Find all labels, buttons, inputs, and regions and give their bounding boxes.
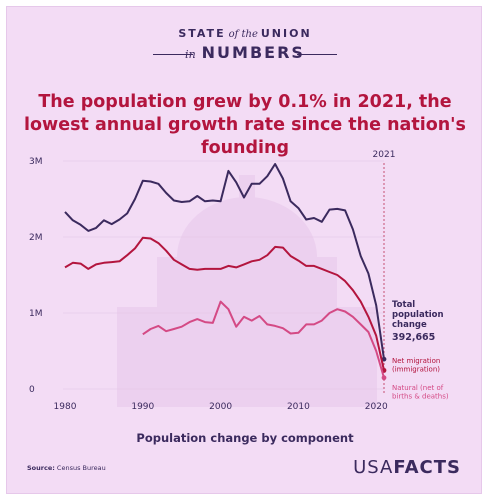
y-tick-label: 1M xyxy=(29,309,43,319)
source-value: Census Bureau xyxy=(56,464,106,472)
series-label-total: population xyxy=(392,310,444,320)
y-tick-label: 3M xyxy=(29,157,43,167)
series-lines xyxy=(64,163,387,381)
series-line-net_migration xyxy=(64,236,385,371)
series-line-total xyxy=(64,163,385,360)
y-tick-label: 2M xyxy=(29,233,43,243)
brand-state: STATE xyxy=(178,27,226,40)
logo-usa: USA xyxy=(353,457,394,478)
brand-union: UNION xyxy=(260,27,312,40)
logo-facts: FACTS xyxy=(393,457,461,478)
headline: The population grew by 0.1% in 2021, the… xyxy=(24,92,466,158)
usafacts-logo: USAFACTS xyxy=(353,457,461,478)
capitol-silhouette-icon xyxy=(117,175,377,407)
x-axis-title: Population change by component xyxy=(136,431,354,445)
series-label-total: Total xyxy=(392,300,415,310)
x-tick-label: 1980 xyxy=(54,402,77,412)
x-tick-label: 2010 xyxy=(287,402,310,412)
brand-rule-right xyxy=(297,54,337,55)
series-endpoint-natural xyxy=(381,375,387,381)
y-tick-label: 0 xyxy=(29,385,35,395)
brand-numbers: NUMBERS xyxy=(201,43,305,62)
series-label-natural: Natural (net of xyxy=(392,384,444,392)
source-label: Source: xyxy=(27,464,55,472)
x-tick-label: 1990 xyxy=(131,402,154,412)
series-label-natural: births & deaths) xyxy=(392,393,449,401)
series-label-total: change xyxy=(392,320,427,330)
x-tick-label: 2020 xyxy=(365,402,388,412)
series-label-net_migration: Net migration xyxy=(392,357,440,365)
source-note: Source: Census Bureau xyxy=(27,464,106,472)
series-line-natural xyxy=(142,300,385,379)
series-value-label-total: 392,665 xyxy=(392,332,435,343)
population-chart: 0 1M 2M 3M 1980 1990 2000 2010 2020 2021 Totalp… xyxy=(29,150,449,412)
brand-line-1: STATE of the UNION xyxy=(7,27,483,40)
x-axis: 1980 1990 2000 2010 2020 xyxy=(54,402,388,412)
reference-line-label: 2021 xyxy=(373,150,396,160)
x-tick-label: 2000 xyxy=(209,402,232,412)
series-endpoint-total xyxy=(381,356,387,362)
brand-of-the: of the xyxy=(228,29,258,40)
series-label-net_migration: (immigration) xyxy=(392,366,440,374)
brand-rule-left xyxy=(153,54,193,55)
